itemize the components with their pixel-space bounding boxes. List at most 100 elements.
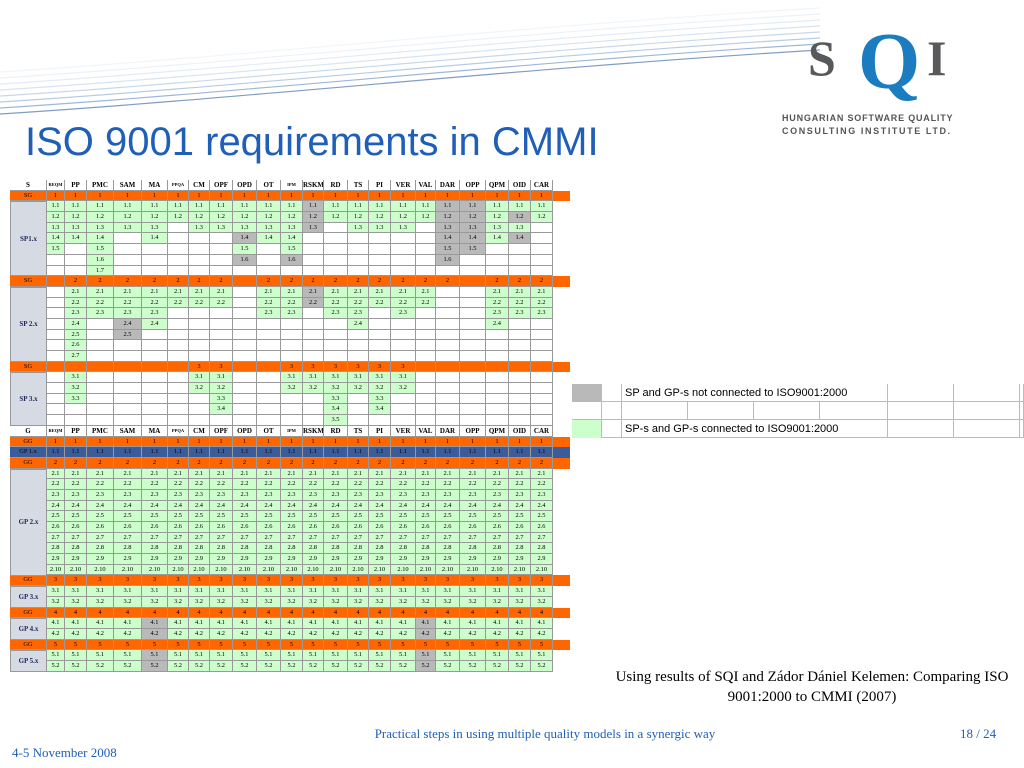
column-header: OPF [210, 425, 233, 437]
table-cell: 1.4 [486, 233, 509, 245]
table-cell: 5.2 [65, 660, 87, 672]
table-cell: 4.1 [324, 618, 348, 629]
table-cell [281, 265, 303, 277]
table-cell [47, 254, 65, 266]
table-cell: 2.10 [114, 564, 142, 576]
table-cell: 3 [189, 361, 210, 373]
table-cell: 1.1 [324, 447, 348, 458]
table-cell: 1.1 [114, 201, 142, 213]
table-cell: 1.1 [436, 447, 460, 458]
table-cell: 1.2 [47, 212, 65, 223]
table-cell: 1.4 [509, 233, 531, 245]
table-cell: 2.1 [391, 286, 416, 298]
table-cell: 5.1 [486, 650, 509, 661]
table-cell: 5.2 [531, 660, 553, 672]
table-cell: 5.2 [509, 660, 531, 672]
table-cell: 2.1 [65, 468, 87, 480]
table-cell: 1.2 [257, 212, 281, 223]
table-cell: 2.6 [65, 522, 87, 533]
table-cell: 1 [189, 190, 210, 202]
table-cell: 2 [324, 457, 348, 469]
table-cell [47, 351, 65, 362]
table-cell [168, 393, 189, 405]
table-cell: 3 [65, 575, 87, 587]
table-cell: 3.1 [416, 586, 436, 597]
column-header: CAR [531, 425, 553, 437]
table-cell: 2.5 [189, 511, 210, 522]
table-cell: 1.1 [436, 201, 460, 213]
table-cell: 5 [416, 639, 436, 651]
table-cell: 1.6 [436, 254, 460, 266]
table-cell: 2.7 [416, 532, 436, 544]
table-cell: 3 [531, 575, 553, 587]
table-cell: 4 [303, 607, 324, 619]
table-cell: 2.2 [210, 297, 233, 309]
table-cell [142, 351, 168, 362]
column-header: PPQA [168, 180, 189, 191]
table-cell: 2.1 [142, 468, 168, 480]
table-cell: 5 [324, 639, 348, 651]
table-cell: 2.8 [114, 543, 142, 555]
table-cell: 3.5 [324, 415, 348, 426]
table-cell [47, 329, 65, 341]
table-cell [324, 265, 348, 277]
table-cell [233, 404, 257, 416]
table-cell: 4 [47, 607, 65, 619]
row-header-cell: SG [10, 190, 47, 202]
table-cell [391, 351, 416, 362]
table-cell: 1.1 [189, 447, 210, 458]
table-cell: 2.8 [303, 543, 324, 555]
table-cell [189, 265, 210, 277]
table-cell: 2.6 [436, 522, 460, 533]
table-cell: 2.1 [87, 286, 114, 298]
table-cell [142, 244, 168, 255]
column-header: RD [324, 180, 348, 191]
table-cell: 2.4 [509, 500, 531, 512]
table-cell: 1 [142, 436, 168, 448]
table-cell [531, 244, 553, 255]
table-cell: 2.4 [47, 500, 65, 512]
table-cell [233, 351, 257, 362]
table-cell: 2.3 [436, 489, 460, 501]
table-cell: 5.2 [210, 660, 233, 672]
table-cell [416, 318, 436, 330]
table-cell: 3.1 [142, 586, 168, 597]
table-cell [509, 254, 531, 266]
table-block: 2.1 2.1 2.1 2.1 2.1 2.1 2.1 2.1 2.1 2.1 2.1 2.1 2.1 2… [10, 286, 570, 362]
table-cell: 1.2 [303, 212, 324, 223]
table-cell: 1.2 [391, 212, 416, 223]
table-cell: 2.1 [348, 286, 369, 298]
table-cell: 1.3 [233, 222, 257, 234]
table-cell [168, 340, 189, 351]
table-cell [114, 351, 142, 362]
table-cell: 4.2 [348, 628, 369, 640]
column-header: TS [348, 425, 369, 437]
table-cell: 2.5 [303, 511, 324, 522]
table-cell: 3.1 [486, 586, 509, 597]
table-cell: 2 [257, 457, 281, 469]
column-header: DAR [436, 180, 460, 191]
table-cell: 2.7 [47, 532, 65, 544]
table-cell: 2.5 [65, 329, 87, 341]
table-cell: 1.1 [509, 201, 531, 213]
column-header: OID [509, 180, 531, 191]
table-cell: 1.1 [348, 447, 369, 458]
table-cell: 1 [436, 190, 460, 202]
table-cell: 4 [281, 607, 303, 619]
table-cell: 1 [391, 190, 416, 202]
table-row: 2.7 2.7 2.7 2.7 2.7 2.7 2.7 2.7 2.7 2.7 2.7 2.7 2.7 2… [10, 532, 570, 544]
table-cell: 1.5 [281, 244, 303, 255]
table-cell: 2.6 [87, 522, 114, 533]
table-cell: 1 [348, 436, 369, 448]
table-cell [257, 351, 281, 362]
table-cell: 3.1 [324, 586, 348, 597]
table-cell [281, 415, 303, 426]
table-cell: 5 [87, 639, 114, 651]
table-cell: 4.2 [189, 628, 210, 640]
table-row: 2.4 2.4 2.4 2.4 2.4 [10, 318, 570, 330]
table-cell: 2.3 [65, 308, 87, 319]
table-cell: 3 [391, 361, 416, 373]
table-cell [460, 286, 486, 298]
table-cell: 1.4 [87, 233, 114, 245]
table-cell: 2 [281, 276, 303, 287]
